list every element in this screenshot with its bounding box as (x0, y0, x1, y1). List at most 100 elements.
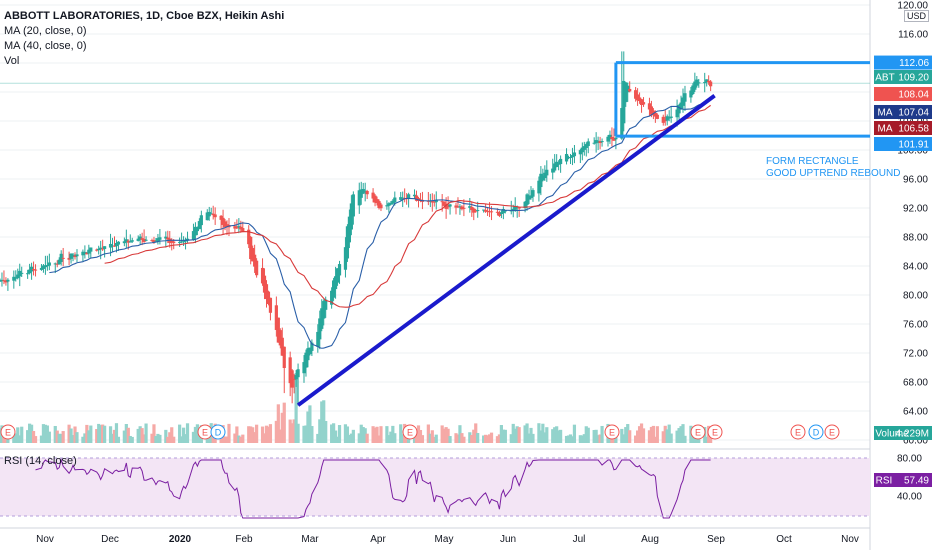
volume-bar (330, 424, 334, 443)
currency-badge[interactable]: USD (904, 10, 930, 22)
candle-body (626, 85, 630, 93)
volume-bar (75, 432, 79, 443)
price-axis-label: 116.00 (898, 30, 928, 41)
volume-bar (262, 433, 267, 443)
drawings[interactable] (296, 61, 870, 407)
volume-bar (130, 436, 134, 443)
candle-body (124, 239, 128, 243)
rect-bottom-tag: 101.91 (874, 137, 932, 151)
event-marker[interactable]: D (210, 424, 226, 440)
symbol-title[interactable]: ABBOTT LABORATORIES, 1D, Cboe BZX, Heiki… (4, 9, 284, 23)
volume-bar (681, 424, 685, 443)
candle-body (468, 206, 472, 208)
volume-bar (669, 433, 673, 443)
volume-bar (487, 434, 492, 443)
candle-body (247, 229, 251, 245)
volume-bar (316, 433, 320, 443)
volume-bar (349, 433, 353, 443)
candle-body (606, 136, 610, 142)
volume-bar (474, 423, 478, 443)
candle-body (499, 212, 503, 215)
event-marker[interactable]: E (690, 424, 706, 440)
candle-body (357, 190, 361, 206)
candle-body (527, 196, 531, 200)
time-axis[interactable]: Nov Dec 2020 Feb Mar Apr May Jun Jul Aug Sep Oct Nov (36, 534, 859, 545)
candle-body (138, 236, 142, 240)
ma40-tag-value-bg (896, 121, 932, 135)
candle-body (641, 102, 646, 105)
price-axis-label: 92.00 (903, 204, 928, 215)
candle-body (282, 346, 286, 368)
candle-body (59, 253, 63, 262)
candle-body (600, 141, 604, 143)
last-price-tag: ABT 109.20 (874, 70, 932, 84)
rsi-legend[interactable]: RSI (14, close) (4, 455, 77, 467)
candle-body (255, 260, 259, 276)
ma20-legend[interactable]: MA (20, close, 0) (4, 25, 87, 37)
price-axis-label: 120.00 (897, 1, 928, 12)
volume-bar (302, 425, 306, 443)
candle-body (582, 146, 586, 150)
volume-bar (260, 426, 265, 443)
red-price-tag-value: 108.04 (898, 90, 929, 101)
event-marker[interactable]: E (197, 424, 213, 440)
candle-body (484, 210, 488, 212)
candle-body (414, 195, 419, 201)
event-marker[interactable]: D (808, 424, 824, 440)
volume-bar (377, 435, 381, 443)
candle-body (529, 195, 533, 198)
candle-body (679, 102, 683, 110)
event-marker[interactable]: E (604, 424, 620, 440)
event-marker-circle (210, 424, 226, 440)
event-marker-label: D (813, 428, 820, 438)
volume-bar (484, 434, 488, 443)
annotation-text[interactable]: FORM RECTANGLE GOOD UPTREND REBOUND (766, 156, 900, 180)
ma40-legend[interactable]: MA (40, close, 0) (4, 40, 87, 52)
candle-body (387, 203, 391, 206)
volume-bar (517, 427, 521, 443)
candle-body (675, 109, 679, 118)
volume-bar (335, 436, 340, 443)
grid (0, 0, 871, 550)
volume-bar (181, 427, 186, 443)
candle-body (332, 280, 336, 298)
candle-body (568, 156, 573, 158)
volume-bar (476, 433, 480, 443)
candle-body (53, 263, 57, 265)
volume-bar (20, 426, 24, 443)
event-marker-circle (690, 424, 706, 440)
ma40-tag-label-bg (874, 121, 896, 135)
candle-body (545, 169, 549, 176)
volume-bar (103, 425, 107, 443)
volume-bar (71, 435, 75, 443)
candle-body (33, 269, 38, 271)
event-marker[interactable]: E (790, 424, 806, 440)
time-axis-label: Aug (641, 534, 659, 545)
candle-body (634, 90, 638, 99)
candle-body (703, 82, 707, 84)
event-marker[interactable]: E (0, 424, 16, 440)
candle-body (73, 255, 77, 258)
volume-bar (18, 435, 22, 443)
volume-bar (114, 423, 119, 443)
volume-bar (628, 430, 632, 443)
candle-body (592, 142, 596, 144)
event-marker[interactable]: E (707, 424, 723, 440)
candle-body (335, 268, 340, 283)
candle-body (322, 301, 326, 319)
event-marker-circle (0, 424, 16, 440)
volume-bar (357, 433, 361, 443)
event-marker[interactable]: E (824, 424, 840, 440)
volume-bar (582, 434, 586, 443)
ma20-tag: MA 107.04 (874, 105, 932, 119)
rect-top-tag-value-bg (874, 55, 932, 70)
event-marker[interactable]: E (402, 424, 418, 440)
volume-bar (385, 426, 389, 443)
candle-body (551, 168, 555, 173)
candle-body (655, 114, 659, 119)
volume-bar (116, 436, 121, 443)
volume-legend[interactable]: Vol (4, 55, 20, 67)
candle-body (628, 88, 632, 92)
